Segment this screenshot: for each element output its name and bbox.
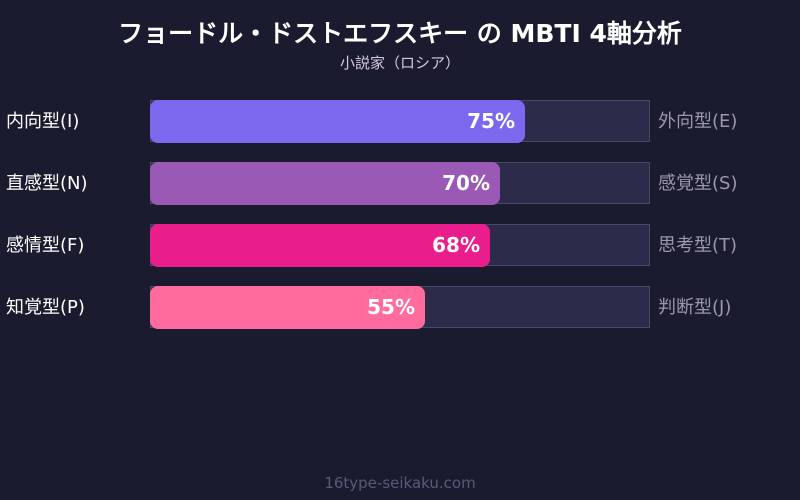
chart-title: フョードル・ドストエフスキー の MBTI 4軸分析	[118, 19, 682, 48]
right-label: 感覚型(S)	[658, 173, 738, 194]
bar-value-label: 75%	[467, 109, 515, 133]
bar-fill: 70%	[150, 162, 500, 205]
right-label: 思考型(T)	[658, 235, 738, 256]
bar-fill: 68%	[150, 224, 490, 267]
source-footer: 16type-seikaku.com	[324, 474, 476, 492]
left-label: 感情型(F)	[6, 235, 85, 256]
left-label: 直感型(N)	[6, 173, 88, 194]
bar-value-label: 70%	[442, 171, 490, 195]
right-label: 外向型(E)	[658, 111, 738, 132]
left-label: 知覚型(P)	[6, 297, 85, 318]
axis-row-ie: 内向型(I) 75% 外向型(E)	[0, 100, 800, 143]
bar-value-label: 55%	[367, 295, 415, 319]
axis-row-pj: 知覚型(P) 55% 判断型(J)	[0, 286, 800, 329]
bar-value-label: 68%	[432, 233, 480, 257]
axis-row-ft: 感情型(F) 68% 思考型(T)	[0, 224, 800, 267]
left-label: 内向型(I)	[6, 111, 80, 132]
bar-fill: 55%	[150, 286, 425, 329]
axis-row-ns: 直感型(N) 70% 感覚型(S)	[0, 162, 800, 205]
right-label: 判断型(J)	[658, 297, 732, 318]
bar-fill: 75%	[150, 100, 525, 143]
chart-subtitle: 小説家（ロシア）	[339, 54, 460, 72]
